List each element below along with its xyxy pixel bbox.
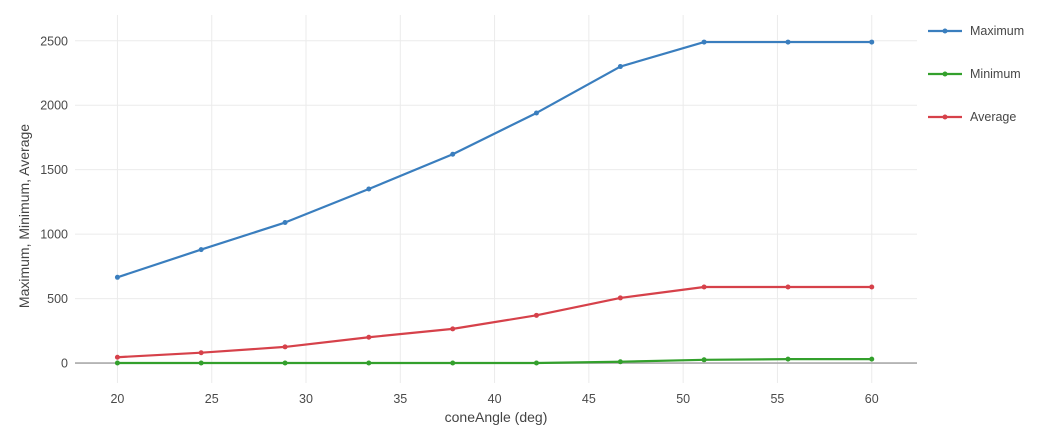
x-tick-label: 45 — [582, 392, 596, 406]
data-point-average — [869, 284, 875, 290]
data-point-minimum — [617, 359, 623, 365]
legend-item-maximum[interactable]: Maximum — [928, 22, 1024, 40]
data-point-maximum — [533, 110, 539, 116]
x-tick-label: 35 — [393, 392, 407, 406]
y-tick-label: 1500 — [40, 163, 68, 177]
data-point-maximum — [198, 247, 204, 253]
data-point-average — [617, 295, 623, 301]
legend-label-average: Average — [970, 110, 1017, 124]
x-tick-label: 20 — [110, 392, 124, 406]
x-tick-label: 25 — [205, 392, 219, 406]
x-tick-label: 60 — [865, 392, 879, 406]
y-tick-label: 0 — [61, 357, 68, 371]
data-point-maximum — [785, 39, 791, 45]
y-tick-label: 500 — [47, 292, 68, 306]
legend: Maximum Minimum Average — [928, 22, 1024, 151]
data-point-minimum — [785, 356, 791, 362]
data-point-minimum — [282, 360, 288, 366]
data-point-maximum — [366, 186, 372, 192]
data-point-maximum — [701, 39, 707, 45]
data-point-average — [198, 350, 204, 356]
x-axis-title: coneAngle (deg) — [444, 409, 548, 425]
data-point-maximum — [450, 151, 456, 157]
y-axis-title: Maximum, Minimum, Average — [16, 123, 32, 309]
x-tick-label: 40 — [488, 392, 502, 406]
x-tick-label: 50 — [676, 392, 690, 406]
data-point-minimum — [869, 356, 875, 362]
data-point-minimum — [198, 360, 204, 366]
legend-item-minimum[interactable]: Minimum — [928, 65, 1024, 83]
x-tick-label: 30 — [299, 392, 313, 406]
data-point-minimum — [114, 360, 120, 366]
data-point-minimum — [701, 357, 707, 363]
legend-swatch-minimum — [928, 71, 962, 77]
y-tick-label: 2000 — [40, 99, 68, 113]
data-point-maximum — [282, 220, 288, 226]
data-point-minimum — [366, 360, 372, 366]
x-tick-label: 55 — [770, 392, 784, 406]
data-point-maximum — [869, 39, 875, 45]
data-point-average — [366, 334, 372, 340]
y-tick-label: 1000 — [40, 228, 68, 242]
legend-swatch-average — [928, 114, 962, 120]
data-point-average — [533, 312, 539, 318]
data-point-minimum — [533, 360, 539, 366]
legend-label-maximum: Maximum — [970, 24, 1025, 38]
series-line-maximum — [116, 40, 873, 279]
data-point-average — [282, 344, 288, 350]
series-line-average — [116, 285, 873, 359]
y-tick-label: 2500 — [40, 34, 68, 48]
data-point-average — [450, 326, 456, 332]
data-point-average — [114, 354, 120, 360]
data-point-maximum — [617, 64, 623, 70]
data-point-minimum — [450, 360, 456, 366]
data-point-average — [701, 284, 707, 290]
data-point-maximum — [114, 274, 120, 280]
legend-label-minimum: Minimum — [970, 67, 1021, 81]
data-point-average — [785, 284, 791, 290]
legend-swatch-maximum — [928, 28, 962, 34]
series-line-minimum — [116, 358, 873, 365]
legend-item-average[interactable]: Average — [928, 108, 1024, 126]
